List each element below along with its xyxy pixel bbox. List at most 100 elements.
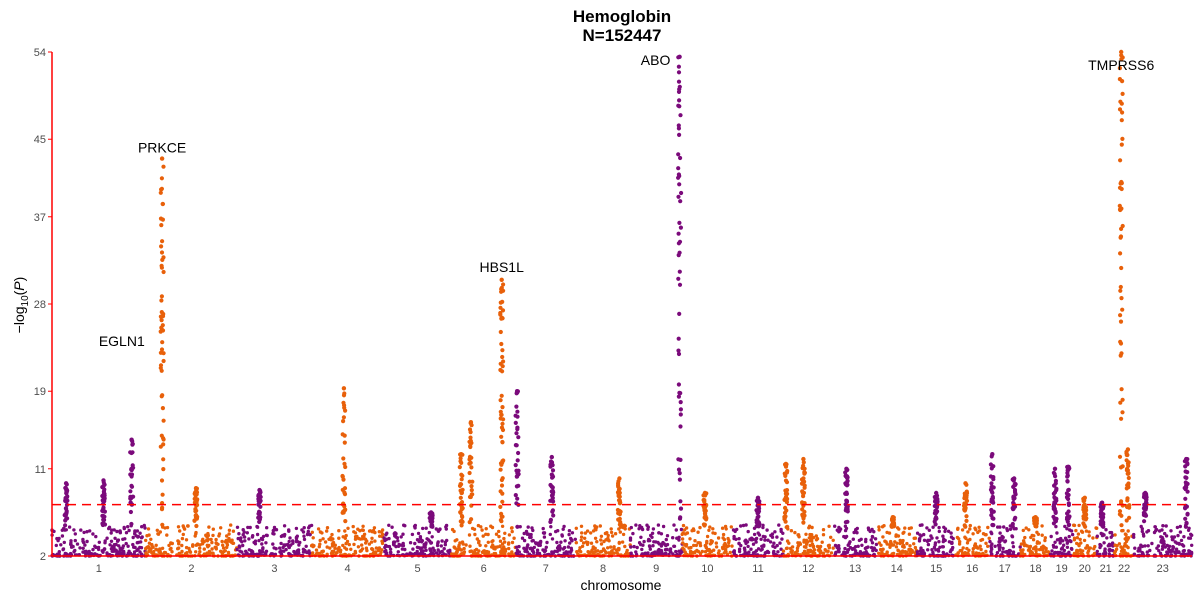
snp-point xyxy=(661,524,666,529)
snp-point xyxy=(146,527,151,531)
snp-point xyxy=(612,551,616,555)
snp-point xyxy=(1062,548,1067,553)
snp-point xyxy=(589,541,594,545)
snp-point xyxy=(331,542,335,546)
snp-point xyxy=(308,532,312,537)
snp-point xyxy=(287,551,291,556)
snp-point xyxy=(880,551,884,556)
snp-point xyxy=(661,540,665,545)
snp-point xyxy=(883,539,887,543)
snp-point xyxy=(672,544,677,548)
snp-point xyxy=(676,457,681,462)
snp-point xyxy=(1183,524,1188,529)
chromosome-5-points xyxy=(382,510,453,558)
snp-point xyxy=(515,425,520,430)
snp-point xyxy=(827,543,831,547)
snp-point xyxy=(530,526,534,530)
snp-point xyxy=(549,525,553,529)
snp-point xyxy=(176,525,181,529)
snp-point xyxy=(749,547,753,551)
snp-point xyxy=(500,354,505,360)
snp-point xyxy=(498,518,503,523)
snp-point xyxy=(1153,525,1157,529)
snp-point xyxy=(287,539,291,544)
peak-top-point xyxy=(459,452,464,457)
snp-point xyxy=(458,510,463,515)
snp-point xyxy=(282,543,286,547)
snp-point xyxy=(989,546,994,550)
snp-point xyxy=(63,523,68,528)
snp-point xyxy=(973,526,977,530)
snp-point xyxy=(159,368,164,373)
snp-point xyxy=(949,535,954,539)
snp-point xyxy=(1065,470,1070,476)
snp-point xyxy=(161,437,166,442)
snp-point xyxy=(59,543,63,547)
snp-point xyxy=(81,546,85,550)
snp-point xyxy=(247,537,251,541)
snp-point xyxy=(705,534,710,539)
snp-point xyxy=(1081,549,1085,553)
peak-top-point xyxy=(428,510,434,515)
snp-point xyxy=(873,537,878,541)
chromosome-1-points xyxy=(50,437,147,558)
snp-point xyxy=(598,550,603,554)
snp-point xyxy=(1163,545,1168,549)
snp-point xyxy=(223,549,227,553)
snp-point xyxy=(202,552,207,556)
snp-point xyxy=(765,528,769,532)
snp-point xyxy=(735,527,739,532)
chromosome-13-points xyxy=(833,466,879,558)
snp-point xyxy=(60,534,65,538)
snp-point xyxy=(459,490,464,495)
snp-point xyxy=(295,534,299,538)
snp-point xyxy=(159,433,164,438)
snp-point xyxy=(617,527,621,531)
snp-point xyxy=(1072,523,1076,527)
snp-point xyxy=(63,551,67,556)
gene-label-tmprss6: TMPRSS6 xyxy=(1088,57,1154,73)
snp-point xyxy=(499,514,504,519)
snp-point xyxy=(838,527,843,531)
snp-point xyxy=(246,525,250,530)
snp-point xyxy=(1150,541,1154,546)
snp-point xyxy=(682,528,687,532)
snp-point xyxy=(620,540,625,544)
snp-point xyxy=(869,545,874,550)
snp-point xyxy=(509,526,514,530)
chromosome-19-points xyxy=(1048,464,1075,558)
snp-point xyxy=(990,516,995,521)
snp-point xyxy=(617,516,622,521)
snp-point xyxy=(1126,537,1130,541)
snp-point xyxy=(1171,545,1176,550)
snp-point xyxy=(821,551,826,555)
snp-point xyxy=(677,390,682,395)
snp-point xyxy=(1183,464,1188,469)
snp-point xyxy=(677,250,682,255)
snp-point xyxy=(1065,545,1070,549)
snp-point xyxy=(1006,552,1010,556)
snp-point xyxy=(677,269,682,274)
snp-point xyxy=(281,533,285,538)
snp-point xyxy=(943,529,947,534)
snp-point xyxy=(221,546,226,550)
snp-point xyxy=(130,441,135,447)
snp-point xyxy=(1127,515,1132,520)
x-axis-label: chromosome xyxy=(581,577,662,593)
snp-point xyxy=(495,545,500,549)
snp-point xyxy=(1043,538,1047,543)
snp-point xyxy=(688,551,693,555)
snp-point xyxy=(91,547,95,552)
snp-point xyxy=(913,545,918,550)
snp-point xyxy=(676,231,681,236)
snp-point xyxy=(655,551,660,556)
snp-point xyxy=(342,461,347,466)
snp-point xyxy=(722,551,726,555)
snp-point xyxy=(631,531,635,536)
snp-point xyxy=(56,538,60,543)
snp-point xyxy=(97,540,102,544)
x-tick-label: 5 xyxy=(414,563,420,575)
peak-top-point xyxy=(801,456,806,462)
snp-point xyxy=(64,490,69,495)
snp-point xyxy=(178,529,182,533)
